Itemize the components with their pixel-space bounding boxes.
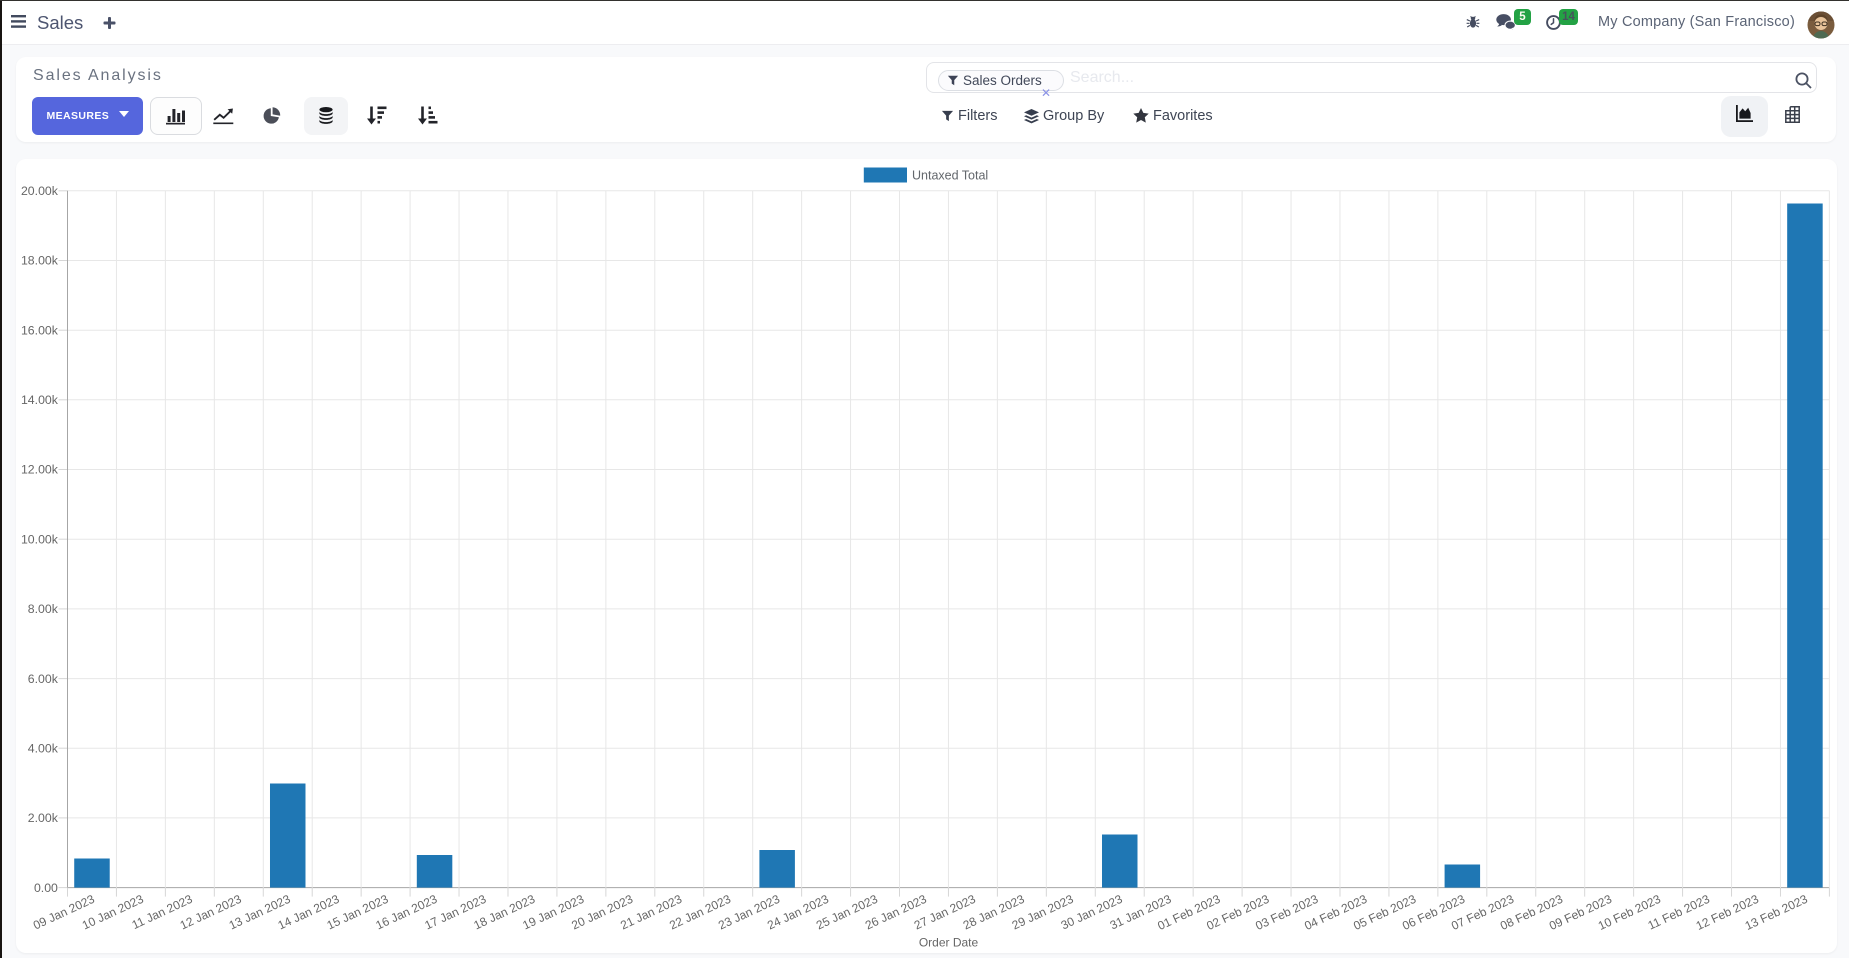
svg-text:10.00k: 10.00k: [21, 532, 59, 546]
svg-text:8.00k: 8.00k: [28, 602, 59, 616]
svg-text:2.00k: 2.00k: [28, 811, 59, 825]
svg-text:18.00k: 18.00k: [21, 254, 59, 268]
svg-text:0.00: 0.00: [34, 881, 58, 895]
svg-text:6.00k: 6.00k: [28, 672, 59, 686]
svg-text:4.00k: 4.00k: [28, 741, 59, 755]
svg-text:12.00k: 12.00k: [21, 463, 59, 477]
svg-text:14.00k: 14.00k: [21, 393, 59, 407]
svg-text:Order Date: Order Date: [919, 936, 979, 950]
svg-text:20.00k: 20.00k: [21, 184, 59, 198]
svg-text:16.00k: 16.00k: [21, 323, 59, 337]
svg-text:Untaxed Total: Untaxed Total: [912, 169, 988, 183]
